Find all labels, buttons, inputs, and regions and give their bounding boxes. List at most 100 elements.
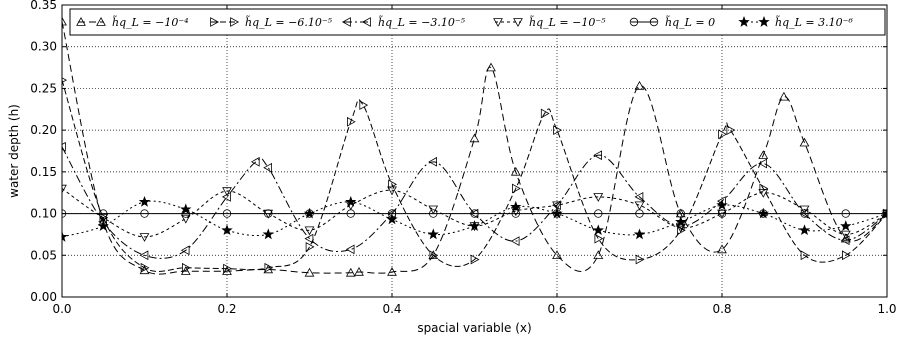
legend-marker	[96, 16, 106, 26]
legend-item: h̃q_L = 3.10⁻⁶	[738, 16, 853, 29]
data-point	[140, 262, 150, 273]
data-point	[510, 166, 521, 176]
data-point	[593, 250, 604, 260]
data-point	[486, 62, 496, 72]
data-point	[62, 141, 66, 152]
data-point	[99, 209, 108, 218]
data-point	[677, 225, 686, 236]
data-point	[180, 214, 191, 224]
data-point	[140, 209, 149, 218]
legend-item: h̃q_L = −6.10⁻⁵	[210, 16, 333, 29]
data-point	[386, 213, 398, 225]
data-point	[726, 125, 736, 135]
data-point	[634, 80, 645, 90]
data-point	[635, 254, 645, 265]
data-point	[800, 250, 810, 261]
x-tick-label: 0.8	[712, 302, 731, 316]
data-point	[840, 220, 852, 231]
data-point	[758, 188, 769, 198]
data-point	[250, 156, 260, 167]
x-tick-label: 0.4	[382, 302, 401, 316]
data-point	[840, 233, 851, 243]
data-point	[799, 137, 810, 147]
series-line	[62, 200, 887, 238]
data-point	[716, 199, 728, 211]
data-point	[359, 100, 369, 110]
y-tick-label: 0.00	[30, 290, 57, 304]
data-point	[345, 267, 356, 277]
data-point	[553, 125, 563, 135]
legend-label: h̃q_L = 3.10⁻⁶	[775, 16, 853, 29]
series-6	[62, 195, 887, 242]
legend-marker	[361, 17, 371, 27]
y-tick-label: 0.30	[30, 40, 57, 54]
data-point	[428, 250, 439, 260]
ticks: 0.0 0.2 0.4 0.6 0.8 1.0 0.00 0.05 0.10 0.15 0.20 0.…	[30, 0, 896, 316]
legend-marker	[649, 17, 659, 27]
data-point	[428, 205, 439, 215]
series-1	[62, 16, 887, 277]
series-line	[62, 146, 887, 259]
legend-item: h̃q_L = −3.10⁻⁵	[341, 16, 466, 29]
data-point	[180, 245, 190, 256]
data-point	[512, 183, 521, 194]
x-tick-label: 1.0	[877, 302, 896, 316]
data-point	[139, 233, 150, 242]
data-point	[469, 133, 480, 143]
data-point	[470, 209, 479, 218]
legend: h̃q_L = −10⁻⁴ h̃q_L = −6.10⁻⁵ h̃q_L = −3.1…	[69, 8, 886, 36]
data-point	[510, 200, 522, 212]
series-3	[62, 141, 887, 261]
data-point	[593, 193, 604, 202]
legend-label: h̃q_L = −6.10⁻⁵	[245, 16, 333, 29]
data-point	[262, 228, 274, 240]
legend-marker	[341, 17, 351, 27]
data-point	[757, 207, 769, 219]
y-tick-label: 0.20	[30, 123, 57, 137]
data-point	[842, 250, 851, 261]
legend-item: h̃q_L = −10⁻⁵	[493, 16, 606, 29]
data-point	[304, 226, 315, 236]
x-axis-title: spacial variable (x)	[417, 321, 531, 335]
data-point	[758, 158, 767, 169]
data-point	[468, 220, 481, 231]
series-line	[62, 21, 887, 275]
data-point	[759, 183, 769, 194]
data-point	[303, 207, 316, 219]
data-point	[139, 250, 149, 261]
legend-label: h̃q_L = −10⁻⁴	[112, 16, 189, 29]
data-point	[346, 116, 356, 127]
legend-marker	[76, 16, 86, 26]
data-point	[511, 209, 520, 218]
data-point	[387, 266, 397, 276]
data-point	[552, 201, 562, 211]
data-point	[717, 209, 727, 218]
data-point	[551, 200, 561, 211]
data-point	[841, 209, 850, 218]
data-point	[97, 220, 109, 231]
y-tick-label: 0.05	[30, 248, 57, 262]
data-point	[594, 209, 603, 218]
legend-marker	[758, 16, 770, 27]
series-2	[62, 77, 887, 274]
data-point	[470, 254, 480, 265]
legend-label: h̃q_L = 0	[665, 16, 715, 29]
legend-marker	[493, 18, 503, 28]
data-point	[799, 205, 810, 215]
data-point	[263, 162, 273, 173]
data-point	[181, 262, 191, 273]
data-point	[633, 228, 646, 240]
data-point	[779, 91, 789, 101]
data-point	[593, 150, 602, 161]
legend-label: h̃q_L = −3.10⁻⁵	[378, 16, 466, 29]
data-point	[427, 228, 439, 240]
data-point	[800, 209, 809, 218]
data-point	[305, 242, 315, 252]
data-point	[346, 209, 355, 218]
data-point	[180, 266, 191, 275]
data-point	[222, 209, 232, 218]
legend-marker	[629, 17, 639, 27]
data-point	[62, 16, 67, 26]
legend-marker	[738, 16, 750, 27]
x-tick-label: 0.6	[547, 302, 566, 316]
